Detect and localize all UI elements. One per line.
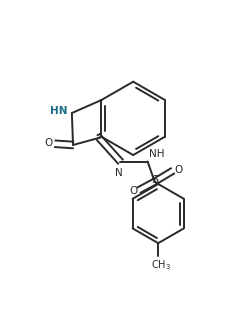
Text: S: S: [152, 175, 159, 186]
Text: CH$_3$: CH$_3$: [151, 258, 171, 272]
Text: O: O: [44, 138, 52, 148]
Text: O: O: [129, 186, 137, 196]
Text: N: N: [115, 168, 123, 178]
Text: HN: HN: [50, 106, 67, 116]
Text: NH: NH: [149, 149, 165, 159]
Text: O: O: [174, 165, 183, 175]
